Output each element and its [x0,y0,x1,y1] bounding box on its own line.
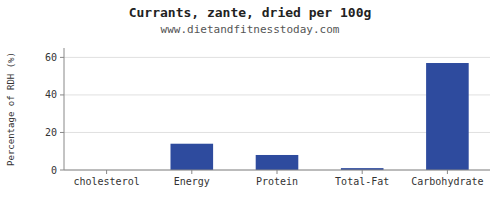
y-axis [64,48,65,170]
x-tick [277,170,278,174]
x-tick-label: cholesterol [73,176,139,187]
chart: Currants, zante, dried per 100g www.dieta… [0,0,500,200]
y-tick [60,170,64,171]
x-tick [191,170,192,174]
y-tick-label: 60 [45,52,57,63]
y-tick-label: 20 [45,127,57,138]
y-tick-label: 0 [51,165,57,176]
bar [256,155,299,170]
y-tick [60,57,64,58]
x-tick [106,170,107,174]
x-tick-label: Energy [174,176,210,187]
x-tick [447,170,448,174]
x-tick-label: Carbohydrate [411,176,483,187]
x-tick-label: Protein [256,176,298,187]
grid [64,57,490,170]
y-axis-label: Percentage of RDH (%) [6,52,16,166]
title: Currants, zante, dried per 100g [129,5,372,20]
bar [171,144,214,170]
y-tick [60,132,64,133]
x-tick [362,170,363,174]
x-tick-label: Total-Fat [335,176,389,187]
y-tick [60,94,64,95]
subtitle: www.dietandfitnesstoday.com [161,23,340,36]
y-tick-label: 40 [45,89,57,100]
grid-line [64,57,490,58]
bar [426,63,469,170]
